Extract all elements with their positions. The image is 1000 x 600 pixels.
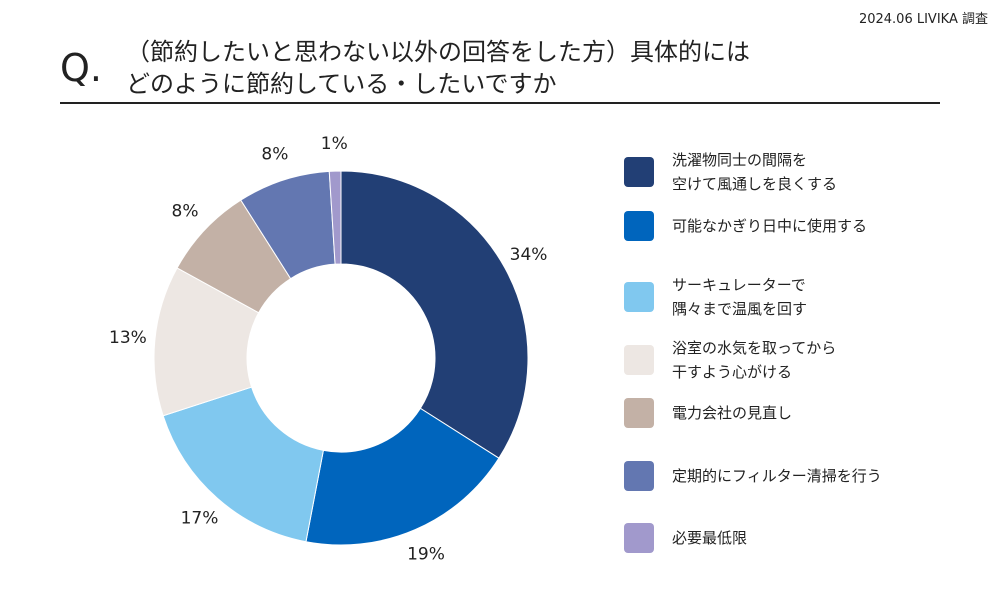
slice-value-label-5: 8% [172,202,199,222]
legend-label-line: 電力会社の見直し [672,404,793,422]
legend-label-3: サーキュレーターで 隅々まで温風を回す [672,273,807,321]
legend-swatch-1 [624,157,654,187]
legend-label-line: 浴室の水気を取ってから [672,338,837,357]
legend-item-1: 洗濯物同士の間隔を空けて風通しを良くする [624,148,837,196]
donut-slice-7 [328,170,342,265]
survey-source: 2024.06 LIVIKA 調査 [858,12,988,27]
legend-label-line: 必要最低限 [672,529,748,547]
legend-swatch-3 [624,282,654,312]
legend-swatch-2 [624,210,654,241]
legend-label-line: 干すよう心がける [672,362,793,381]
slice-value-label-6: 8% [261,144,288,164]
slice-value-label-2: 19% [407,544,445,564]
legend-item-5: 電力会社の見直し [624,398,792,428]
legend-swatch-4 [624,344,654,375]
title-divider [60,102,940,104]
donut-slice-2 [305,407,500,546]
legend-item-6: 定期的にフィルター清掃を行う [624,460,882,491]
chart-title-line-2: どのように節約している・したいですか [126,70,557,98]
legend-label-line: 隅々まで温風を回す [672,300,808,318]
legend-item-7: 必要最低限 [624,523,747,553]
donut-slice-3 [162,386,324,543]
legend-label-5: 電力会社の見直し [672,401,792,425]
legend-label-line: 定期的にフィルター清掃を行う [672,466,882,485]
legend-item-3: サーキュレーターで 隅々まで温風を回す [624,273,807,321]
legend-item-2: 可能なかぎり日中に使用する [624,210,867,241]
legend-label-2: 可能なかぎり日中に使用する [672,214,867,238]
legend-label-line: 空けて風通しを良くする [672,175,838,193]
chart-title: （節約したいと思わない以外の回答をした方）具体的には どのように節約している・し… [126,36,750,100]
legend-swatch-7 [624,523,654,553]
legend-swatch-5 [624,398,654,428]
slice-value-label-1: 34% [510,245,548,265]
legend-label-6: 定期的にフィルター清掃を行う [672,464,882,488]
legend-label-7: 必要最低限 [672,526,747,550]
donut-slice-1 [340,170,529,459]
chart-title-line-1: （節約したいと思わない以外の回答をした方）具体的には [126,38,750,66]
legend-swatch-6 [624,460,654,491]
question-mark: Q. [60,46,102,90]
legend-label-1: 洗濯物同士の間隔を空けて風通しを良くする [672,148,837,196]
slice-value-label-4: 13% [109,328,147,348]
slice-value-label-3: 17% [181,509,219,529]
slice-value-label-7: 1% [321,134,348,154]
legend-label-4: 浴室の水気を取ってから 干すよう心がける [672,336,836,384]
legend-item-4: 浴室の水気を取ってから 干すよう心がける [624,336,836,384]
legend-label-line: サーキュレーターで [672,276,806,294]
legend-label-line: 可能なかぎり日中に使用する [672,216,868,235]
legend-label-line: 洗濯物同士の間隔を [672,151,808,169]
